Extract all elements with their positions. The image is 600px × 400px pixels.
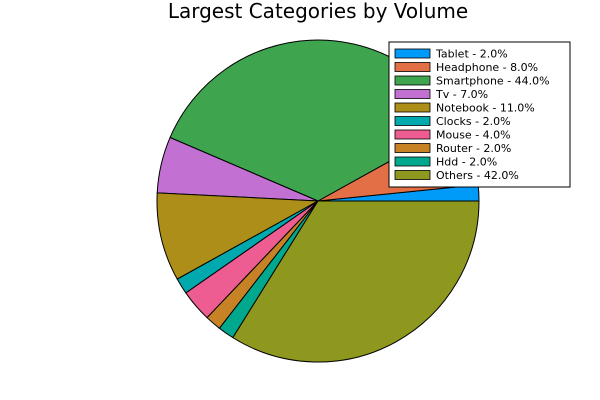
pie-slice-notebook (156, 192, 320, 280)
legend-swatch-notebook (394, 102, 431, 113)
pie-slice-others (232, 200, 480, 363)
legend-label-tablet: Tablet - 2.0% (435, 48, 508, 61)
legend-label-notebook: Notebook - 11.0% (436, 102, 535, 115)
legend-label-mouse: Mouse - 4.0% (436, 129, 511, 142)
legend-swatch-headphone (394, 62, 431, 72)
chart-title: Largest Categories by Volume (168, 0, 468, 23)
legend-label-headphone: Headphone - 8.0% (436, 61, 538, 74)
pie-slices (156, 39, 480, 363)
legend-label-hdd: Hdd - 2.0% (436, 156, 497, 169)
legend-label-clocks: Clocks - 2.0% (436, 115, 511, 128)
legend-label-others: Others - 42.0% (436, 169, 519, 182)
legend-swatch-router (394, 143, 431, 153)
legend-label-tv: Tv - 7.0% (435, 88, 488, 101)
legend-swatch-tv (394, 89, 431, 99)
legend-label-router: Router - 2.0% (436, 142, 511, 155)
legend-swatch-tablet (394, 48, 431, 59)
legend-swatch-mouse (394, 129, 431, 140)
legend-label-smartphone: Smartphone - 44.0% (436, 75, 550, 88)
legend: Tablet - 2.0%Headphone - 8.0%Smartphone … (388, 41, 571, 188)
legend-swatch-smartphone (394, 75, 431, 86)
legend-swatch-others (394, 170, 431, 180)
legend-swatch-clocks (394, 116, 431, 126)
legend-swatch-hdd (394, 156, 431, 167)
